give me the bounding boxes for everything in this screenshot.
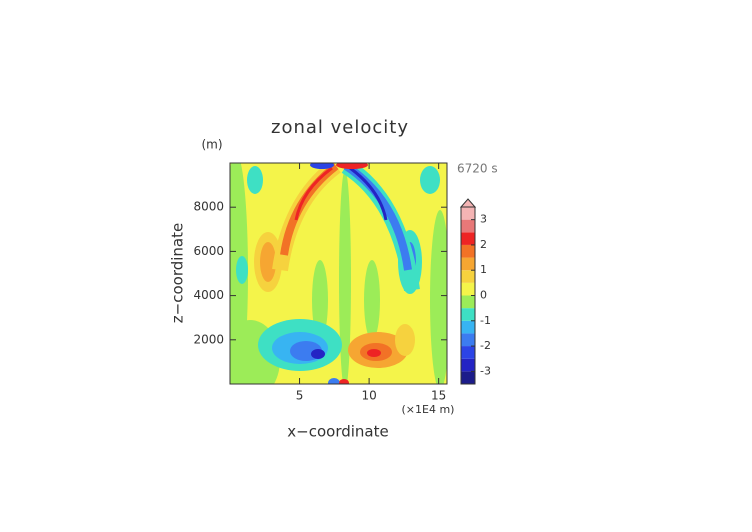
x-unit: (×1E4 m) [402,403,455,416]
y-tick-label: 4000 [193,288,224,302]
colorbar-band [461,219,475,233]
colorbar-tick-label: 0 [480,289,487,302]
contour-region [328,378,340,384]
contour-region [367,349,381,357]
contour-region [364,260,380,340]
time-label: 6720 s [457,162,498,176]
colorbar-band [461,346,475,359]
colorbar-tick-label: -2 [480,339,491,352]
chart-title: zonal velocity [271,117,409,138]
colorbar-band [461,207,475,220]
y-tick-label: 8000 [193,200,224,214]
colorbar-band [461,257,475,271]
contour-region [336,163,368,169]
colorbar-tick-label: 1 [480,263,487,276]
contour-region [430,210,447,384]
contour-region [339,170,351,384]
colorbar-tick-label: -1 [480,314,491,327]
colorbar-band [461,244,475,258]
colorbar-band [461,371,475,384]
x-tick-label: 5 [296,389,304,403]
colorbar-extension [459,198,477,208]
x-tick-label: 15 [431,389,446,403]
contour-field [230,163,447,384]
contour-region [247,166,263,194]
colorbar-tick-label: -3 [480,364,491,377]
contour-region [349,166,388,221]
colorbar-tick-label: 2 [480,238,487,251]
colorbar-tick-label: 3 [480,213,487,226]
contour-region [312,260,328,340]
colorbar-band [461,333,475,347]
colorbar-band [461,308,475,321]
x-tick-label: 10 [361,389,376,403]
colorbar-band [461,232,475,245]
plot-frame [229,162,448,385]
colorbar-band [461,358,475,372]
contour-region [311,349,325,359]
contour-region [260,242,276,282]
colorbar-band [461,282,475,296]
contour-region [294,166,333,221]
contour-region [310,163,334,169]
contour-region [339,379,349,384]
y-tick-label: 6000 [193,244,224,258]
contour-region [395,324,415,356]
y-unit: (m) [201,138,222,152]
y-axis-label: z−coordinate [169,223,187,323]
colorbar-band [461,295,475,309]
contour-region [420,166,440,194]
contour-region [236,256,248,284]
colorbar-band [461,270,475,283]
y-tick-label: 2000 [193,332,224,346]
x-axis-label: x−coordinate [287,423,388,441]
colorbar-band [461,320,475,334]
